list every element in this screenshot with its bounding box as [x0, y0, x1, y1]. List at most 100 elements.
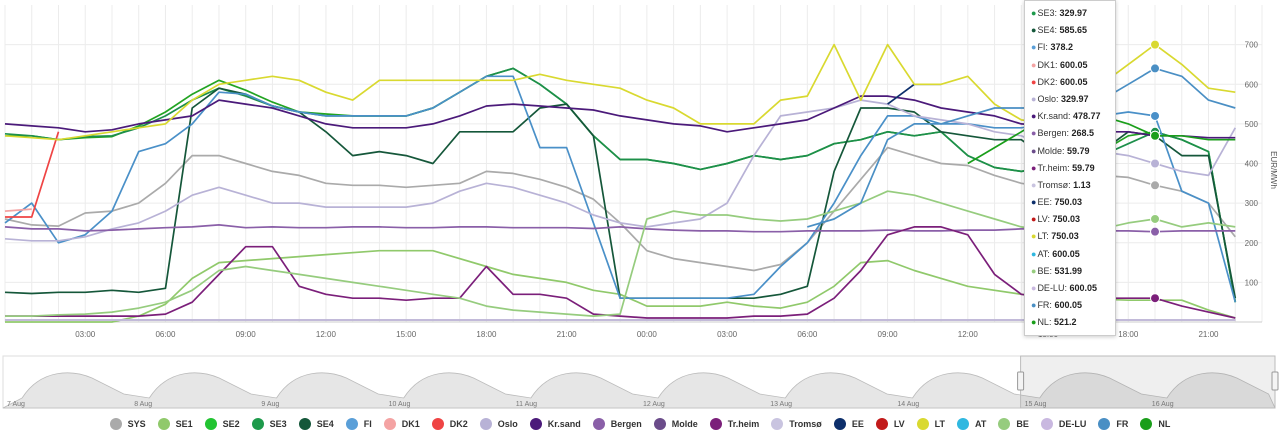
legend-swatch	[157, 418, 170, 430]
navigator-handle[interactable]	[1271, 371, 1279, 391]
hover-marker-bergen	[1150, 226, 1161, 237]
tooltip-row: ●FI: 378.2	[1031, 39, 1115, 56]
legend-label: LT	[934, 419, 945, 429]
legend-swatch	[1140, 418, 1153, 430]
y-tick-label: 600	[1245, 80, 1259, 89]
legend-item[interactable]: SE2	[204, 412, 240, 436]
legend-label: Molde	[671, 419, 698, 429]
legend-swatch	[1040, 418, 1053, 430]
hover-marker-sys	[1150, 180, 1161, 191]
tooltip-series-value: 329.97	[1060, 93, 1089, 104]
legend-item[interactable]: FR	[1098, 412, 1128, 436]
legend-item[interactable]: AT	[957, 412, 986, 436]
tooltip-series-value: 750.03	[1054, 197, 1082, 208]
tooltip-series-name: Oslo:	[1037, 93, 1061, 104]
legend-item[interactable]: SE1	[157, 412, 193, 436]
legend-swatch	[709, 418, 722, 430]
series-line-dk2	[5, 131, 60, 218]
legend-item[interactable]: BE	[998, 412, 1029, 436]
legend-item[interactable]: Molde	[653, 412, 698, 436]
tooltip-row: ●Tromsø: 1.13	[1031, 177, 1115, 194]
tooltip-swatch: ●	[1031, 111, 1037, 122]
legend-item[interactable]: FI	[345, 412, 372, 436]
navigator-day-label: 15 Aug	[1025, 401, 1047, 408]
x-tick-label: 12:00	[316, 330, 337, 339]
legend-item[interactable]: NL	[1140, 412, 1170, 436]
legend-item[interactable]: SYS	[109, 412, 146, 436]
range-navigator[interactable]: 7 Aug 8 Aug 9 Aug 10 Aug 11 Aug 12 Aug 13 Aug 1…	[2, 355, 1279, 409]
tooltip-series-value: 59.79	[1072, 162, 1095, 173]
legend-item[interactable]: DK1	[383, 412, 420, 436]
tooltip-series-name: DE-LU:	[1037, 283, 1070, 293]
tooltip-series-name: Molde:	[1037, 145, 1067, 156]
legend-label: Bergen	[610, 419, 642, 429]
legend-swatch	[916, 418, 929, 430]
tooltip-series-name: DK2:	[1037, 76, 1060, 87]
navigator-handle[interactable]	[1017, 371, 1025, 391]
navigator-day-label: 16 Aug	[1152, 401, 1174, 408]
navigator-day-label: 8 Aug	[134, 401, 152, 408]
legend-item[interactable]: SE4	[298, 412, 334, 436]
legend-item[interactable]: LT	[916, 412, 945, 436]
legend-label: AT	[975, 419, 987, 429]
tooltip-row: ●DE-LU: 600.05	[1031, 280, 1115, 297]
legend-item[interactable]: Oslo	[479, 412, 518, 436]
legend-item[interactable]: EE	[833, 412, 864, 436]
x-tick-label: 21:00	[1198, 330, 1219, 339]
series-line-fr	[807, 67, 1236, 228]
tooltip-series-name: EE:	[1037, 197, 1055, 208]
legend-swatch	[998, 418, 1011, 430]
tooltip-row: ●BE: 531.99	[1031, 263, 1115, 280]
tooltip-swatch: ●	[1031, 162, 1037, 173]
legend-label: SE2	[222, 419, 240, 429]
tooltip-series-value: 750.03	[1051, 231, 1079, 242]
legend-label: SE1	[175, 419, 193, 429]
navigator-day-label: 11 Aug	[516, 401, 537, 408]
legend-label: FR	[1116, 419, 1129, 429]
legend-item[interactable]: Tromsø	[771, 412, 822, 436]
navigator-selection[interactable]	[1020, 355, 1276, 409]
y-tick-label: 700	[1245, 41, 1259, 50]
x-tick-label: 06:00	[155, 330, 176, 339]
tooltip-row: ●Tr.heim: 59.79	[1031, 160, 1115, 177]
y-tick-label: 400	[1245, 160, 1259, 169]
tooltip-swatch: ●	[1031, 214, 1037, 225]
x-tick-label: 18:00	[1118, 330, 1139, 339]
tooltip-swatch: ●	[1031, 231, 1037, 242]
navigator-day-label: 14 Aug	[897, 401, 919, 408]
tooltip-swatch: ●	[1031, 283, 1037, 293]
legend-swatch	[298, 418, 311, 430]
tooltip-series-name: Tromsø:	[1037, 179, 1074, 190]
tooltip-series-name: NL:	[1037, 317, 1054, 328]
tooltip-series-value: 268.5	[1071, 128, 1094, 139]
tooltip-swatch: ●	[1031, 25, 1037, 36]
legend-swatch	[875, 418, 888, 430]
tooltip-swatch: ●	[1031, 179, 1037, 190]
legend-item[interactable]: DE-LU	[1040, 412, 1086, 436]
tooltip-series-value: 521.2	[1053, 317, 1077, 328]
tooltip-row: ●DK1: 600.05	[1031, 57, 1115, 74]
tooltip-row: ●SE4: 585.65	[1031, 22, 1115, 39]
legend-swatch	[109, 418, 122, 430]
legend-item[interactable]: LV	[875, 412, 905, 436]
legend-swatch	[529, 418, 542, 430]
legend-swatch	[204, 418, 217, 430]
legend-item[interactable]: Kr.sand	[529, 412, 581, 436]
tooltip-row: ●NL: 521.2	[1031, 314, 1115, 331]
tooltip-swatch: ●	[1031, 248, 1037, 259]
legend-item[interactable]: Tr.heim	[709, 412, 759, 436]
legend-label: Kr.sand	[547, 419, 581, 429]
legend-item[interactable]: Bergen	[592, 412, 642, 436]
legend-item[interactable]: SE3	[251, 412, 287, 436]
tooltip-series-value: 600.05	[1059, 76, 1088, 87]
tooltip-row: ●SE3: 329.97	[1031, 5, 1115, 22]
tooltip-series-value: 1.13	[1073, 179, 1091, 190]
tooltip-series-name: FR:	[1037, 300, 1055, 311]
legend-item[interactable]: DK2	[431, 412, 468, 436]
legend-swatch	[653, 418, 666, 430]
tooltip-swatch: ●	[1031, 8, 1037, 18]
y-tick-label: 200	[1245, 239, 1259, 248]
legend-label: BE	[1016, 419, 1029, 429]
hover-marker-oslo	[1150, 158, 1161, 169]
tooltip-row: ●Oslo: 329.97	[1031, 91, 1115, 108]
